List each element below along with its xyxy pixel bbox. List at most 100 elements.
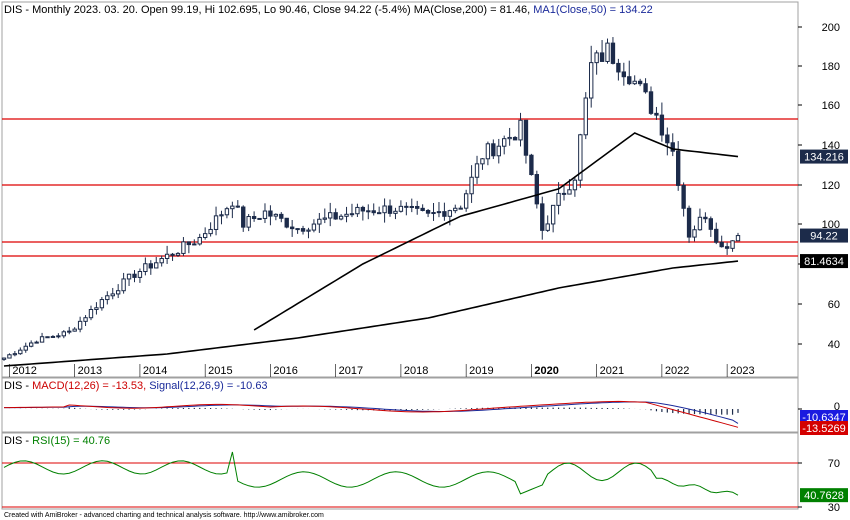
title-ma200: MA(Close,200) = 81.46,: [414, 4, 534, 16]
candle-down: [637, 80, 643, 85]
candle-down: [268, 210, 273, 217]
candle-up: [34, 341, 39, 344]
candle-up: [12, 353, 18, 356]
candle-down: [627, 76, 632, 85]
rsi-title-symbol: DIS: [4, 435, 22, 447]
candle-up: [697, 216, 703, 231]
year-label: 2014: [143, 365, 167, 377]
macd-title-signal: Signal(12,26,9) = -10.63: [149, 380, 267, 392]
candle-down: [425, 209, 431, 214]
price-axis-tags: 134.216 94.22 81.4634: [800, 149, 848, 269]
candle-up: [213, 215, 219, 230]
year-label: 2019: [469, 365, 493, 377]
candle-down: [676, 150, 681, 186]
candle-down: [404, 205, 409, 208]
candle-down: [643, 83, 648, 93]
ma200-value-tag: 81.4634: [804, 256, 844, 268]
price-tick-label: 120: [822, 180, 840, 192]
candle-up: [436, 211, 442, 214]
macd-value-tag-bg: [800, 421, 848, 435]
rsi-pane-frame: [1, 432, 799, 510]
candle-up: [447, 210, 453, 217]
candle-up: [121, 278, 126, 292]
footer-credit: Created with AmiBroker - advanced charti…: [4, 512, 324, 519]
candle-up: [18, 349, 23, 355]
candle-up: [72, 328, 77, 332]
candle-up: [1, 357, 7, 360]
candle-up: [409, 205, 414, 208]
year-label: 2012: [12, 365, 36, 377]
candle-up: [480, 158, 485, 165]
candle-down: [235, 205, 240, 208]
signal-line: [4, 401, 739, 424]
candle-down: [529, 154, 534, 176]
candle-up: [67, 330, 72, 333]
candle-up: [507, 136, 512, 140]
candle-up: [594, 52, 599, 64]
candle-up: [366, 210, 371, 213]
candle-down: [540, 203, 545, 231]
year-label: 2018: [404, 365, 428, 377]
rsi-gridlines: 30 70: [2, 458, 840, 514]
ma50-line: [253, 132, 739, 331]
candle-up: [344, 213, 349, 217]
macd-gridlines: 0: [798, 401, 840, 413]
candle-down: [714, 228, 719, 243]
candle-down: [616, 62, 621, 73]
candle-down: [241, 206, 246, 228]
candle-down: [686, 207, 692, 238]
candle-up: [355, 206, 360, 215]
candle-up: [393, 210, 398, 214]
candle-up: [567, 189, 572, 195]
candle-up: [398, 205, 404, 212]
candle-up: [208, 228, 213, 235]
candle-up: [730, 240, 735, 249]
candle-down: [665, 134, 670, 144]
rsi-title-value: RSI(15) = 40.76: [32, 435, 110, 447]
candle-up: [632, 80, 637, 85]
ma50-value-tag-bg: [800, 149, 848, 164]
rsi-axis-tags: 40.7628: [800, 488, 848, 503]
candle-up: [61, 331, 66, 337]
candle-up: [322, 217, 327, 220]
candle-down: [534, 174, 540, 205]
candle-down: [333, 212, 338, 220]
candle-up: [197, 236, 202, 245]
candle-down: [45, 336, 50, 339]
candle-up: [137, 271, 143, 278]
candle-down: [599, 52, 605, 62]
candle-up: [317, 218, 322, 225]
ma200-value-tag-bg: [800, 254, 848, 269]
signal-value-tag-bg: [800, 410, 848, 424]
candle-up: [164, 253, 170, 260]
candle-down: [148, 263, 153, 269]
price-pane-frame: [1, 1, 799, 378]
candle-up: [295, 228, 300, 231]
candle-down: [523, 119, 529, 156]
rsi-value-tag-bg: [800, 488, 848, 503]
macd-axis-tags: -10.6347-13.5269: [800, 410, 848, 435]
candle-up: [518, 119, 523, 141]
candle-up: [28, 342, 34, 347]
candle-up: [77, 320, 83, 330]
candle-down: [170, 253, 175, 256]
candle-up: [99, 299, 105, 309]
price-tick-label: 160: [822, 100, 840, 112]
candle-down: [279, 213, 284, 219]
candle-up: [126, 273, 132, 280]
candle-down: [186, 241, 192, 246]
price-tick-label: 100: [822, 219, 840, 231]
candle-down: [703, 216, 708, 220]
rsi-tick-label: 70: [828, 458, 840, 470]
macd-value-tag: -13.5269: [802, 423, 845, 435]
ma200-line: [3, 260, 739, 367]
candle-up: [735, 235, 741, 242]
candle-down: [289, 226, 295, 230]
candle-up: [202, 233, 208, 238]
candle-up: [224, 208, 230, 216]
candle-up: [349, 213, 355, 216]
support-resistance-lines: [2, 118, 798, 257]
title-info: - Monthly 2023. 03. 20. Open 99.19, Hi 1…: [22, 4, 413, 16]
candle-up: [110, 293, 115, 297]
candle-up: [496, 145, 501, 157]
